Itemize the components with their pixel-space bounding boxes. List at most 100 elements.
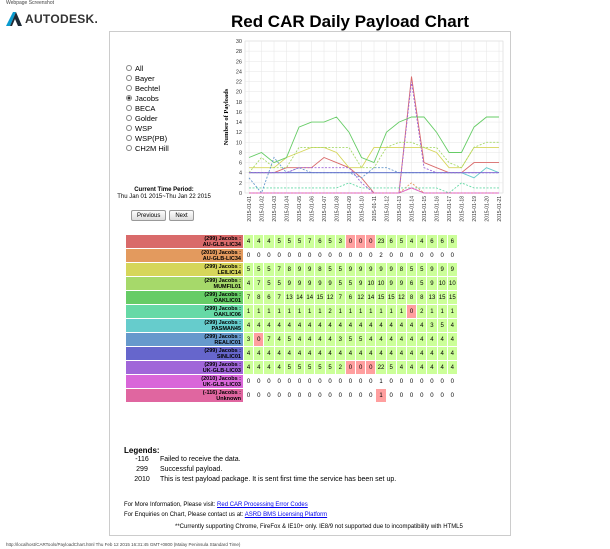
table-cell: 5 — [284, 361, 294, 374]
table-cell: 1 — [254, 305, 264, 318]
radio-button[interactable] — [126, 95, 132, 101]
radio-option[interactable]: WSP — [126, 123, 169, 133]
table-cell: 22 — [376, 361, 386, 374]
table-row: (-116) Jacobs : Unknown 0 0 0 0 0 0 0 0 0 0 0 0 0 1 0 0 0 0… — [126, 389, 457, 402]
table-cell: 4 — [305, 347, 315, 360]
table-cell: 5 — [264, 277, 274, 290]
table-cell: 10 — [447, 277, 457, 290]
table-cell: 10 — [437, 277, 447, 290]
time-period: Current Time Period: Thu Jan 01 2015~Thu… — [110, 187, 218, 201]
table-cell: 1 — [345, 305, 356, 318]
table-cell: 4 — [356, 319, 366, 332]
table-row: (299) Jacobs : MUMFIL01 4 7 5 5 9 9 9 9 9 5 5 9 10 10 9 9… — [126, 277, 457, 290]
row-code: (2010) Jacobs : — [201, 249, 241, 256]
previous-button[interactable]: Previous — [131, 210, 167, 221]
x-tick-label: 2015-01-09 — [347, 196, 353, 222]
table-cell: 1 — [427, 305, 437, 318]
table-cell: 5 — [407, 263, 417, 276]
table-cell: 0 — [284, 249, 294, 262]
table-cell: 6 — [437, 235, 447, 248]
table-cell: 2 — [325, 305, 335, 318]
table-cell: 4 — [407, 319, 417, 332]
row-label: (299) Jacobs : UK-GLB-LIC03 — [126, 361, 243, 374]
next-button[interactable]: Next — [169, 210, 194, 221]
table-cell: 4 — [407, 361, 417, 374]
error-codes-link[interactable]: Red CAR Processing Error Codes — [217, 502, 308, 508]
table-cell: 0 — [427, 389, 437, 402]
radio-button[interactable] — [126, 145, 132, 151]
series-line — [248, 116, 499, 164]
table-cell: 0 — [345, 235, 356, 248]
autodesk-logo-icon — [6, 12, 22, 26]
table-cell: 0 — [284, 375, 294, 388]
x-tick-label: 2015-01-06 — [309, 196, 315, 222]
table-cell: 5 — [325, 263, 335, 276]
table-cell: 4 — [386, 347, 396, 360]
y-tick-label: 2 — [239, 181, 242, 187]
table-cell: 3 — [335, 333, 345, 346]
radio-option[interactable]: Golder — [126, 113, 169, 123]
browser-support-note: **Currently supporting Chrome, FireFox &… — [175, 524, 463, 530]
table-cell: 4 — [335, 347, 345, 360]
y-axis-label: Number of Payloads — [223, 88, 230, 145]
table-cell: 4 — [264, 347, 274, 360]
table-cell: 4 — [407, 333, 417, 346]
table-cell: 3 — [335, 235, 345, 248]
table-cell: 0 — [386, 375, 396, 388]
radio-option[interactable]: BECA — [126, 103, 169, 113]
radio-label: Bayer — [135, 73, 155, 83]
table-cell: 0 — [274, 389, 284, 402]
radio-option[interactable]: Bechtel — [126, 83, 169, 93]
table-cell: 1 — [315, 305, 325, 318]
status-url: http://localhost/CARTools/PayloadChart.h… — [6, 542, 241, 547]
table-cell: 13 — [284, 291, 294, 304]
row-code: (299) Jacobs : — [204, 347, 241, 354]
radio-label: BECA — [135, 103, 156, 113]
y-tick-label: 22 — [236, 80, 242, 86]
table-cell: 4 — [274, 361, 284, 374]
radio-button[interactable] — [126, 75, 132, 81]
row-label: (299) Jacobs : OAKLIC06 — [126, 305, 243, 318]
table-cell: 0 — [356, 249, 366, 262]
table-cell: 0 — [244, 249, 254, 262]
radio-option[interactable]: CH2M Hill — [126, 143, 169, 153]
table-cell: 4 — [305, 333, 315, 346]
x-tick-label: 2015-01-12 — [384, 196, 390, 222]
row-server: UK-GLB-LIC03 — [202, 381, 241, 388]
x-tick-label: 2015-01-10 — [359, 196, 365, 222]
radio-option[interactable]: All — [126, 63, 169, 73]
radio-option[interactable]: Bayer — [126, 73, 169, 83]
radio-option[interactable]: WSP(PB) — [126, 133, 169, 143]
table-cell: 5 — [345, 277, 356, 290]
table-cell: 4 — [294, 319, 305, 332]
y-tick-label: 30 — [236, 39, 242, 45]
table-cell: 4 — [294, 333, 305, 346]
table-cell: 6 — [427, 235, 437, 248]
row-code: (2010) Jacobs : — [201, 375, 241, 382]
row-label: (2010) Jacobs : UK-GLB-LIC03 — [126, 375, 243, 388]
table-cell: 5 — [284, 235, 294, 248]
licensing-platform-link[interactable]: ASRD BMS Licensing Platform — [244, 512, 328, 518]
table-cell: 4 — [447, 333, 457, 346]
radio-button[interactable] — [126, 115, 132, 121]
radio-option[interactable]: Jacobs — [126, 93, 169, 103]
table-cell: 4 — [447, 319, 457, 332]
table-cell: 7 — [335, 291, 345, 304]
table-cell: 5 — [274, 235, 284, 248]
table-cell: 3 — [244, 333, 254, 346]
table-row: (299) Jacobs : REALIC01 3 0 7 4 5 4 4 4 4 3 5 5 4 4 4 4 4 4… — [126, 333, 457, 346]
radio-button[interactable] — [126, 135, 132, 141]
table-cell: 15 — [447, 291, 457, 304]
table-cell: 0 — [396, 389, 406, 402]
table-cell: 0 — [345, 361, 356, 374]
table-cell: 4 — [264, 361, 274, 374]
table-cell: 9 — [376, 263, 386, 276]
radio-button[interactable] — [126, 125, 132, 131]
table-cell: 0 — [264, 249, 274, 262]
radio-button[interactable] — [126, 85, 132, 91]
table-cell: 4 — [427, 361, 437, 374]
table-cell: 4 — [284, 347, 294, 360]
radio-button[interactable] — [126, 65, 132, 71]
table-cell: 1 — [335, 305, 345, 318]
radio-button[interactable] — [126, 105, 132, 111]
